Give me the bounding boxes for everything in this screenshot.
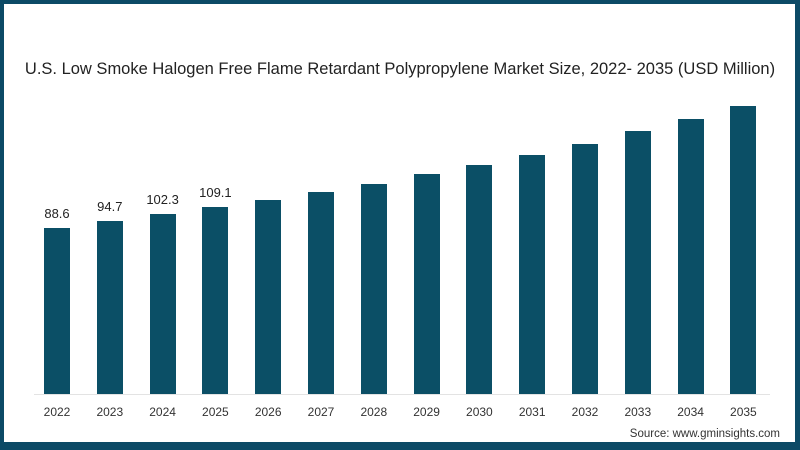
x-tick-label: 2025 — [202, 405, 229, 419]
bar-2025 — [202, 207, 229, 394]
chart-title: U.S. Low Smoke Halogen Free Flame Retard… — [24, 60, 776, 78]
bar-2029 — [413, 174, 440, 394]
bar-2023 — [96, 221, 123, 394]
x-tick-label: 2030 — [466, 405, 493, 419]
bar-2034 — [677, 119, 704, 394]
x-tick-label: 2033 — [624, 405, 652, 419]
x-tick-label: 2027 — [307, 405, 335, 419]
bar-2030 — [466, 165, 493, 394]
data-label: 88.6 — [44, 206, 70, 221]
chart-frame — [4, 4, 795, 442]
bar-2026 — [255, 200, 282, 394]
bar-2027 — [308, 192, 334, 394]
bar-2035 — [730, 106, 757, 394]
bar-2033 — [624, 131, 651, 394]
source-note: Source: www.gminsights.com — [629, 428, 780, 440]
x-tick-label: 2022 — [43, 405, 71, 419]
bar-2022 — [44, 228, 70, 394]
data-label: 94.7 — [97, 199, 123, 214]
x-tick-label: 2034 — [677, 405, 704, 419]
x-tick-label: 2035 — [730, 405, 757, 419]
bar-2028 — [360, 184, 387, 394]
x-tick-label: 2032 — [571, 405, 599, 419]
x-tick-label: 2024 — [149, 405, 176, 419]
bar-2031 — [519, 155, 546, 394]
bar-2032 — [572, 144, 598, 394]
bar-2024 — [149, 214, 176, 394]
x-tick-label: 2023 — [96, 405, 124, 419]
x-tick-label: 2028 — [360, 405, 388, 419]
x-tick-label: 2029 — [413, 405, 440, 419]
x-tick-label: 2031 — [518, 405, 546, 419]
x-tick-label: 2026 — [254, 405, 282, 419]
data-label: 109.1 — [199, 185, 232, 200]
data-label: 102.3 — [146, 192, 179, 207]
x-axis-line — [34, 394, 770, 395]
